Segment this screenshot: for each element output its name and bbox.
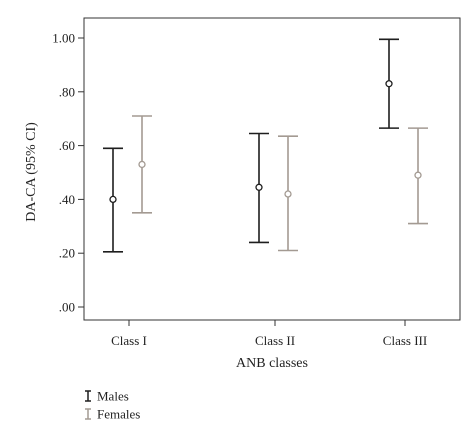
females-mean-point xyxy=(414,171,422,179)
error-bars xyxy=(103,38,428,253)
y-tick-label: .00 xyxy=(59,300,75,315)
y-tick-label: .60 xyxy=(59,138,75,153)
y-axis: .00 .20 .40 .60 .80 1.00 xyxy=(52,31,84,315)
y-axis-title: DA-CA (95% CI) xyxy=(24,122,39,222)
y-tick-label: .40 xyxy=(59,192,75,207)
x-tick-label: Class I xyxy=(111,333,147,348)
legend-item-females: Females xyxy=(85,407,140,422)
males-mean-point xyxy=(385,80,393,88)
legend-label-males: Males xyxy=(97,389,129,404)
y-tick-label: .20 xyxy=(59,246,75,261)
y-tick-label: .80 xyxy=(59,84,75,99)
females-mean-point xyxy=(138,160,146,169)
x-tick-label: Class II xyxy=(255,333,295,348)
x-tick-label: Class III xyxy=(383,333,427,348)
legend: Males Females xyxy=(85,389,140,422)
x-axis: Class I Class II Class III xyxy=(111,320,427,348)
x-axis-title: ANB classes xyxy=(236,356,308,371)
legend-label-females: Females xyxy=(97,407,140,422)
plot-frame xyxy=(83,17,461,321)
y-tick-label: 1.00 xyxy=(52,31,75,46)
females-mean-point xyxy=(284,190,292,198)
males-mean-point xyxy=(109,195,117,204)
legend-item-males: Males xyxy=(85,389,129,404)
males-mean-point xyxy=(255,183,263,191)
